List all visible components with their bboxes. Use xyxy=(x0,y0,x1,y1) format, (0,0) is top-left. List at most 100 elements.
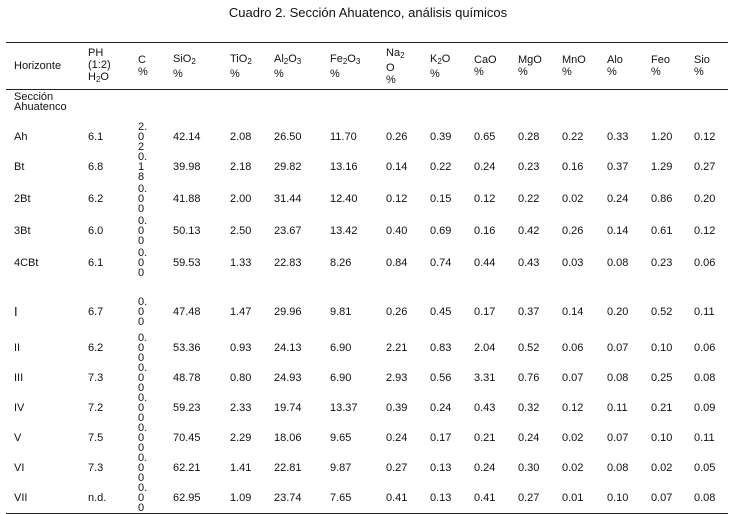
value-cell: 62.95 xyxy=(167,483,224,514)
value-cell: 0.24 xyxy=(430,402,452,414)
value-cell: 6.2 xyxy=(88,342,104,354)
value-cell: 0.12 xyxy=(474,192,496,205)
value-cell: 50.13 xyxy=(173,224,201,237)
value-cell: 0.14 xyxy=(386,161,408,173)
value-cell: 0.56 xyxy=(430,372,452,384)
horizon-cell: 3Bt xyxy=(14,224,31,237)
value-cell: 1.29 xyxy=(651,161,673,173)
value-cell: 7.3 xyxy=(88,462,104,474)
value-cell: 0.14 xyxy=(607,224,629,237)
column-header: K2O% xyxy=(424,42,468,90)
table-row: II 6.2 0.00 53.36 0.93 24.13 6.90 2.21 0.83 2.04 0… xyxy=(6,332,728,364)
value-cell: 0.00 xyxy=(138,392,148,424)
table-row: VI 7.3 0.00 62.21 1.41 22.81 9.87 0.27 0.13 0.24 0… xyxy=(6,453,728,484)
value-cell: 0.06 xyxy=(694,256,716,269)
value-cell: 0.07 xyxy=(607,432,629,444)
column-header: MgO% xyxy=(512,42,556,90)
horizon-cell: 2Bt xyxy=(14,192,31,205)
value-cell: 0.84 xyxy=(386,256,408,269)
value-cell: 1.09 xyxy=(224,483,268,514)
value-cell: 11.70 xyxy=(330,131,357,143)
value-cell: 8.26 xyxy=(330,256,352,269)
value-cell: 0.22 xyxy=(562,131,584,143)
value-cell: 0.02 xyxy=(562,432,584,444)
value-cell: 9.65 xyxy=(330,432,352,444)
table-title: Cuadro 2. Sección Ahuatenco, análisis qu… xyxy=(228,5,508,20)
value-cell: 59.53 xyxy=(173,256,201,269)
value-cell: 2.93 xyxy=(386,372,408,384)
value-cell: 2.29 xyxy=(230,432,252,444)
value-cell: 42.14 xyxy=(173,131,201,143)
value-cell: 0.08 xyxy=(607,372,629,384)
column-header: CaO% xyxy=(468,42,512,90)
value-cell: 0.00 xyxy=(138,332,148,364)
value-cell: 13.37 xyxy=(330,402,358,414)
value-cell: 29.96 xyxy=(274,306,302,318)
value-cell: 0.83 xyxy=(430,342,452,354)
value-cell: 0.07 xyxy=(607,342,629,354)
value-cell: 6.8 xyxy=(88,161,104,173)
column-header: C% xyxy=(132,42,167,90)
column-header: Feo% xyxy=(645,42,688,90)
value-cell: 0.10 xyxy=(651,432,673,444)
column-header: Sio% xyxy=(688,42,728,90)
value-cell: 62.21 xyxy=(173,462,201,474)
value-cell: 1.47 xyxy=(230,306,252,318)
value-cell: 1.41 xyxy=(230,462,252,474)
value-cell: 6.90 xyxy=(330,372,352,384)
value-cell: 0.37 xyxy=(607,161,629,173)
column-header: TiO2% xyxy=(224,42,268,90)
value-cell: 0.08 xyxy=(607,462,629,474)
value-cell: n.d. xyxy=(82,483,132,514)
value-cell: 6.2 xyxy=(88,192,104,205)
value-cell: 2.00 xyxy=(230,192,252,205)
value-cell: 0.27 xyxy=(512,483,556,514)
value-cell: 0.86 xyxy=(651,192,673,205)
value-cell: 0.06 xyxy=(694,342,716,354)
value-cell: 0.24 xyxy=(386,432,408,444)
horizon-cell: Bt xyxy=(14,161,25,173)
value-cell: 0.41 xyxy=(468,483,512,514)
value-cell: 0.12 xyxy=(694,224,716,237)
value-cell: 0.20 xyxy=(607,306,629,318)
value-cell: 0.74 xyxy=(430,256,452,269)
value-cell: 0.32 xyxy=(518,402,540,414)
value-cell: 0.39 xyxy=(386,402,408,414)
value-cell: 70.45 xyxy=(173,432,201,444)
value-cell: 7.5 xyxy=(88,432,104,444)
value-cell: 12.40 xyxy=(330,192,358,205)
value-cell: 0.37 xyxy=(518,306,540,318)
value-cell: 0.03 xyxy=(562,256,584,269)
value-cell: 0.13 xyxy=(424,483,468,514)
value-cell: 0.10 xyxy=(601,483,645,514)
value-cell: 0.44 xyxy=(474,256,496,269)
value-cell: 7.65 xyxy=(324,483,380,514)
value-cell: 0.24 xyxy=(518,432,540,444)
value-cell: 6.1 xyxy=(88,131,104,143)
column-header: Na2 O% xyxy=(380,42,424,90)
value-cell: 0.93 xyxy=(230,342,252,354)
table-body: Sección Ahuatenco Ah 6.1 2.02 42.14 2.08 26.50 1… xyxy=(6,90,728,514)
value-cell: 0.00 xyxy=(138,362,148,394)
value-cell: 53.36 xyxy=(173,342,201,354)
table-row: 3Bt 6.0 0.00 50.13 2.50 23.67 13.42 0.40 0.69 0.1… xyxy=(6,215,728,246)
value-cell: 19.74 xyxy=(274,402,302,414)
value-cell: 0.02 xyxy=(562,462,584,474)
value-cell: 0.11 xyxy=(694,432,715,444)
value-cell: 0.00 xyxy=(138,296,148,328)
value-cell: 0.26 xyxy=(386,306,408,318)
value-cell: 2.33 xyxy=(230,402,252,414)
value-cell: 2.04 xyxy=(474,342,496,354)
table-row: I 6.7 0.00 47.48 1.47 29.96 9.81 0.26 0.45 0.17 0.… xyxy=(6,279,728,333)
value-cell: 1.20 xyxy=(651,131,673,143)
chemical-analysis-table: Horizonte PH (1:2) H2O C% SiO2% TiO2% Al2O3% Fe2… xyxy=(6,42,728,514)
value-cell: 0.23 xyxy=(651,256,673,269)
value-cell: 0.43 xyxy=(474,402,496,414)
value-cell: 0.11 xyxy=(607,402,628,414)
value-cell: 0.22 xyxy=(518,192,540,205)
value-cell: 6.0 xyxy=(88,224,104,237)
horizon-cell: III xyxy=(14,372,24,384)
value-cell: 13.16 xyxy=(330,161,358,173)
horizon-cell: VII xyxy=(6,483,82,514)
value-cell: 0.12 xyxy=(386,192,408,205)
